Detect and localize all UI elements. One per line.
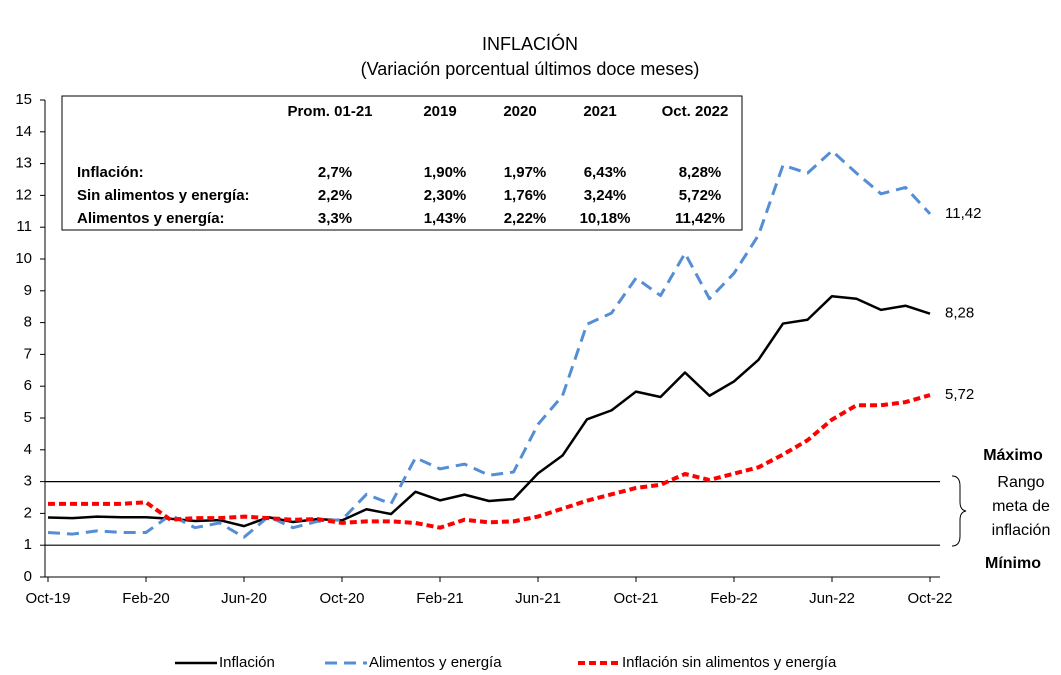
series-line [47,149,932,539]
table-header: 2019 [423,103,456,120]
table-cell: 6,43% [584,164,627,181]
table-cell: 1,97% [504,164,547,181]
table-box [61,95,743,231]
table-row-label: Alimentos y energía: [77,210,225,227]
series-line [47,294,931,528]
range-label: meta de [992,498,1050,515]
y-tick-label: 8 [24,314,32,331]
x-tick-label: Feb-21 [416,590,464,607]
table-cell: 2,7% [318,164,352,181]
y-tick-label: 11 [16,218,32,235]
legend-label: Alimentos y energía [369,654,502,671]
x-tick-label: Oct-21 [613,590,658,607]
y-tick-label: 15 [15,91,32,108]
x-tick-label: Jun-20 [221,590,267,607]
table-cell: 2,22% [504,210,547,227]
table-cell: 5,72% [679,187,722,204]
table-header: Prom. 01-21 [287,103,372,120]
table-cell: 1,43% [424,210,467,227]
y-tick-label: 13 [15,155,32,172]
y-tick-label: 6 [24,377,32,394]
range-max-label: Máximo [983,447,1043,464]
y-tick-label: 9 [24,282,32,299]
table-cell: 1,90% [424,164,467,181]
series-line [48,393,931,530]
table-cell: 2,2% [318,187,352,204]
y-tick-label: 12 [15,186,32,203]
x-tick-label: Oct-20 [319,590,364,607]
x-tick-label: Jun-21 [515,590,561,607]
chart-title: INFLACIÓN [482,33,578,54]
y-tick-label: 7 [24,345,32,362]
x-tick-label: Feb-20 [122,590,170,607]
x-tick-label: Jun-22 [809,590,855,607]
table-cell: 1,76% [504,187,547,204]
table-row-label: Sin alimentos y energía: [77,187,250,204]
chart-subtitle: (Variación porcentual últimos doce meses… [361,59,700,79]
table-cell: 10,18% [580,210,631,227]
table-header: Oct. 2022 [662,103,729,120]
table-header: 2020 [503,103,536,120]
end-label: 5,72 [945,386,974,403]
y-tick-label: 5 [24,409,32,426]
table-cell: 2,30% [424,187,467,204]
y-tick-label: 2 [24,504,32,521]
table-cell: 3,24% [584,187,627,204]
table-header: 2021 [583,103,616,120]
table-cell: 11,42% [675,210,725,227]
table-row-label: Inflación: [77,164,144,181]
range-label: inflación [992,522,1051,539]
y-tick-label: 14 [15,123,32,140]
end-label: 8,28 [945,305,974,322]
range-brace [951,475,967,547]
y-tick-label: 3 [24,473,32,490]
y-tick-label: 1 [24,536,32,553]
legend-label: Inflación [219,654,275,671]
x-tick-label: Feb-22 [710,590,758,607]
y-tick-label: 4 [24,441,32,458]
table-cell: 8,28% [679,164,722,181]
range-label: Rango [997,474,1044,491]
y-tick-label: 10 [15,250,32,267]
x-tick-label: Oct-22 [907,590,952,607]
x-tick-label: Oct-19 [25,590,70,607]
y-tick-label: 0 [24,568,32,585]
range-min-label: Mínimo [985,555,1041,572]
legend-label: Inflación sin alimentos y energía [622,654,837,671]
table-cell: 3,3% [318,210,352,227]
end-label: 11,42 [945,205,981,222]
